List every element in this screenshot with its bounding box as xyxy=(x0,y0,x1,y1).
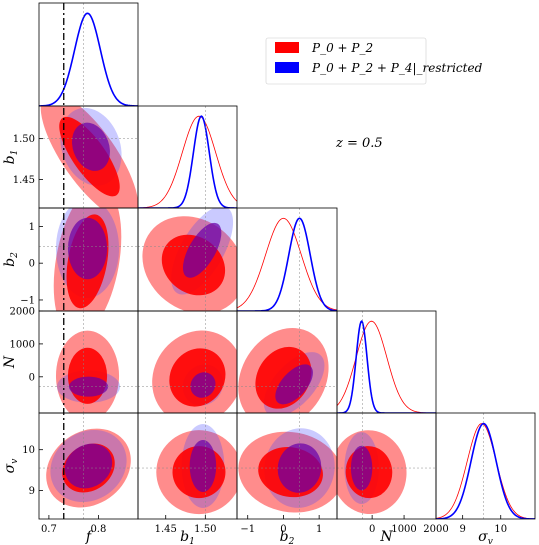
xtick-label-b2-1: 0 xyxy=(280,524,286,535)
corner-panels xyxy=(38,2,536,520)
contour-blue-1sigma-4-2 xyxy=(277,443,322,493)
panel-frame-0-0 xyxy=(38,2,139,107)
ytick-label-b1-1: 1.50 xyxy=(13,134,35,145)
panel-3-1 xyxy=(138,311,237,413)
ytick-label-b2-0: −1 xyxy=(20,295,35,306)
marginal-red-sv xyxy=(436,423,535,519)
xtick-label-N-0: 0 xyxy=(369,524,375,535)
panel-3-3 xyxy=(337,311,436,413)
panel-1-1 xyxy=(138,106,237,208)
marginal-blue-f xyxy=(39,12,138,106)
legend-label-red: P_0 + P_2 xyxy=(311,41,373,55)
legend-label-blue: P_0 + P_2 + P_4|_restricted xyxy=(311,61,483,75)
panel-4-0 xyxy=(39,413,138,519)
ytick-label-b2-1: 0 xyxy=(29,259,35,270)
ylabel-b2: b2 xyxy=(2,252,20,267)
contour-blue-1sigma-3-2 xyxy=(275,364,313,405)
marginal-blue-N xyxy=(337,320,436,413)
redshift-annotation: z = 0.5 xyxy=(335,136,383,151)
contour-blue-1sigma-4-1 xyxy=(189,439,217,493)
contour-blue-1sigma-4-0 xyxy=(64,443,113,489)
panel-2-2 xyxy=(237,208,337,311)
marginal-red-N xyxy=(337,320,436,413)
xlabel-b2: b2 xyxy=(280,529,295,545)
marginal-blue-b1 xyxy=(138,115,237,208)
panel-frame-2-2 xyxy=(236,207,338,312)
xtick-label-N-2: 2000 xyxy=(423,524,448,535)
xtick-label-N-1: 1000 xyxy=(391,524,416,535)
contour-blue-1sigma-2-1 xyxy=(182,222,222,278)
marginal-red-b2 xyxy=(237,217,337,311)
xtick-label-b1-1: 1.50 xyxy=(194,524,216,535)
panel-4-3 xyxy=(337,413,436,519)
panel-0-0 xyxy=(39,3,138,106)
xtick-label-b1-0: 1.45 xyxy=(155,524,177,535)
ytick-label-b2-2: 1 xyxy=(29,222,35,233)
xtick-label-f-1: 0.8 xyxy=(90,524,106,535)
ylabel-b1: b1 xyxy=(2,150,20,165)
panel-1-0 xyxy=(39,106,138,208)
panel-4-4 xyxy=(436,413,535,519)
ytick-label-sv-0: 9 xyxy=(29,486,35,497)
xtick-label-b2-2: 1 xyxy=(316,524,322,535)
xtick-label-b2-0: −1 xyxy=(240,524,255,535)
contour-blue-1sigma-2-0 xyxy=(67,217,108,280)
contour-blue-1sigma-1-0 xyxy=(72,122,110,171)
xtick-label-sv-0: 9 xyxy=(459,524,465,535)
marginal-red-f xyxy=(39,12,138,106)
ytick-label-b1-0: 1.45 xyxy=(13,175,35,186)
legend-swatch-blue xyxy=(275,62,299,73)
ytick-label-N-1: 1000 xyxy=(10,339,35,350)
ylabel-N: N xyxy=(2,355,18,369)
legend: P_0 + P_2 P_0 + P_2 + P_4|_restricted xyxy=(265,37,483,85)
panel-2-0 xyxy=(39,208,138,311)
contour-blue-1sigma-3-1 xyxy=(190,372,216,398)
ytick-label-N-0: 0 xyxy=(29,372,35,383)
panel-2-1 xyxy=(138,208,237,311)
xlabel-N: N xyxy=(379,529,393,545)
panel-3-0 xyxy=(39,311,138,413)
marginal-blue-sv xyxy=(436,422,535,519)
ytick-label-N-2: 2000 xyxy=(10,307,35,318)
xtick-label-sv-1: 10 xyxy=(494,524,507,535)
panel-3-2 xyxy=(237,311,337,413)
xlabel-f: f xyxy=(85,529,94,545)
xtick-label-f-0: 0.7 xyxy=(41,524,57,535)
marginal-blue-b2 xyxy=(237,217,337,311)
panel-4-1 xyxy=(138,413,237,519)
xlabel-sv: σv xyxy=(478,529,493,545)
legend-swatch-red xyxy=(275,42,299,53)
panel-frame-4-4 xyxy=(435,412,536,520)
panel-frame-1-1 xyxy=(137,105,238,209)
xlabel-b1: b1 xyxy=(180,529,195,545)
panel-4-2 xyxy=(237,413,337,519)
ylabel-sv: σv xyxy=(2,459,20,474)
legend-frame xyxy=(265,37,427,85)
marginal-red-b1 xyxy=(138,115,237,208)
ytick-label-sv-1: 10 xyxy=(22,445,35,456)
